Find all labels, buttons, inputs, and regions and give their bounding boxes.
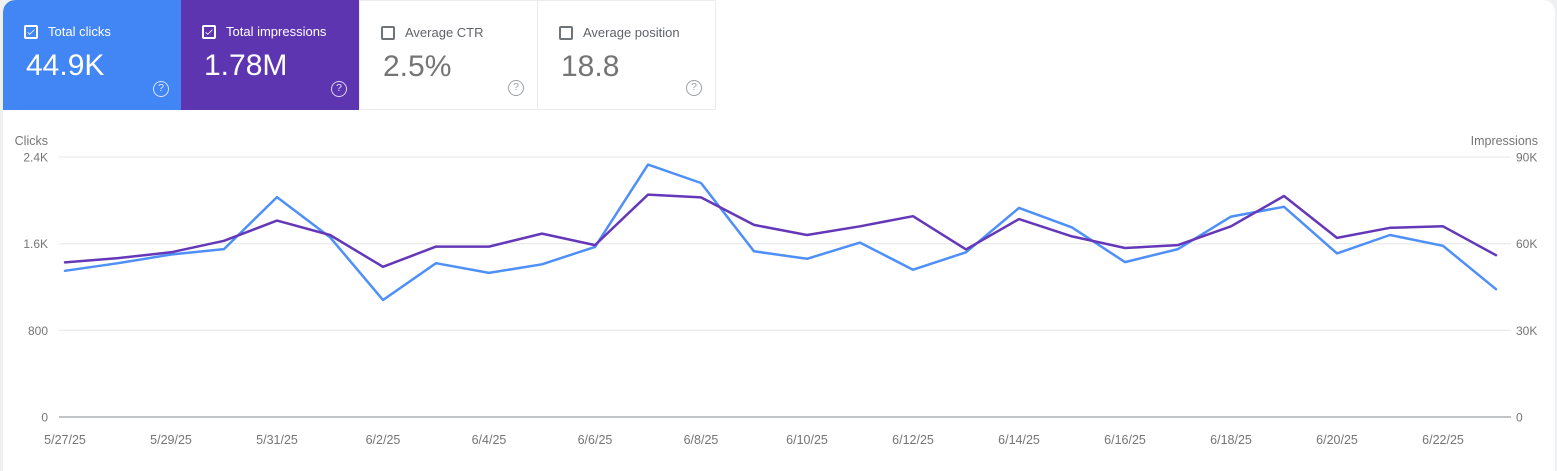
x-axis-date-label: 5/31/25 [256, 433, 298, 447]
help-icon[interactable]: ? [508, 80, 524, 96]
metric-cards-row: Total clicks 44.9K ? Total impressions 1… [3, 0, 716, 110]
help-icon[interactable]: ? [331, 81, 347, 97]
x-axis-date-label: 6/20/25 [1316, 433, 1358, 447]
right-axis-tick-label: 90K [1516, 151, 1537, 165]
metric-card-average-position[interactable]: Average position 18.8 ? [537, 0, 716, 110]
clicks-impressions-line-chart: 0 0 800 30K 1.6K 60K 2.4K 90K Clicks Impressions 5… [15, 134, 1538, 447]
average-ctr-value: 2.5% [383, 50, 452, 83]
total-clicks-value: 44.9K [26, 49, 105, 82]
x-axis-date-label: 6/6/25 [578, 433, 613, 447]
x-axis-date-label: 6/22/25 [1422, 433, 1464, 447]
x-axis-date-label: 6/16/25 [1104, 433, 1146, 447]
clicks-line[interactable] [63, 163, 1498, 302]
impressions-line[interactable] [63, 193, 1498, 269]
metric-card-label: Average CTR [405, 25, 484, 40]
x-axis-date-label: 6/8/25 [684, 433, 719, 447]
metric-card-header: Total impressions [202, 24, 326, 39]
help-icon[interactable]: ? [153, 81, 169, 97]
metric-card-header: Average position [559, 25, 680, 40]
x-axis-date-label: 6/4/25 [472, 433, 507, 447]
left-axis-tick-label: 0 [41, 411, 48, 425]
metric-card-label: Average position [583, 25, 680, 40]
metric-card-label: Total clicks [48, 24, 111, 39]
left-axis-title: Clicks [15, 134, 48, 148]
right-axis-tick-label: 0 [1516, 411, 1523, 425]
total-impressions-checkbox[interactable] [202, 24, 216, 39]
right-axis-title: Impressions [1471, 134, 1538, 148]
left-axis-tick-label: 1.6K [23, 237, 48, 251]
x-axis-date-label: 6/14/25 [998, 433, 1040, 447]
checkmark-icon [27, 28, 35, 35]
x-axis-date-label: 5/27/25 [44, 433, 86, 447]
total-impressions-value: 1.78M [204, 49, 288, 82]
left-axis-tick-label: 2.4K [23, 151, 48, 165]
performance-panel: Total clicks 44.9K ? Total impressions 1… [3, 0, 1555, 471]
x-axis-date-label: 5/29/25 [150, 433, 192, 447]
right-axis-tick-label: 30K [1516, 324, 1537, 338]
average-position-checkbox[interactable] [559, 25, 573, 40]
metric-card-label: Total impressions [226, 24, 327, 39]
x-axis-date-label: 6/2/25 [366, 433, 401, 447]
average-position-value: 18.8 [561, 50, 620, 83]
x-axis-date-label: 6/10/25 [786, 433, 828, 447]
left-axis-tick-label: 800 [28, 324, 48, 338]
metric-card-total-impressions[interactable]: Total impressions 1.78M ? [181, 0, 360, 110]
checkmark-icon [205, 28, 213, 35]
metric-card-header: Total clicks [24, 24, 111, 39]
metric-card-header: Average CTR [381, 25, 484, 40]
help-icon[interactable]: ? [686, 80, 702, 96]
performance-chart: 0 0 800 30K 1.6K 60K 2.4K 90K Clicks Impressions 5… [3, 110, 1555, 471]
x-axis-date-label: 6/18/25 [1210, 433, 1252, 447]
metric-card-average-ctr[interactable]: Average CTR 2.5% ? [359, 0, 538, 110]
x-axis-date-label: 6/12/25 [892, 433, 934, 447]
total-clicks-checkbox[interactable] [24, 24, 38, 39]
metric-card-total-clicks[interactable]: Total clicks 44.9K ? [3, 0, 182, 110]
average-ctr-checkbox[interactable] [381, 25, 395, 40]
right-axis-tick-label: 60K [1516, 237, 1537, 251]
